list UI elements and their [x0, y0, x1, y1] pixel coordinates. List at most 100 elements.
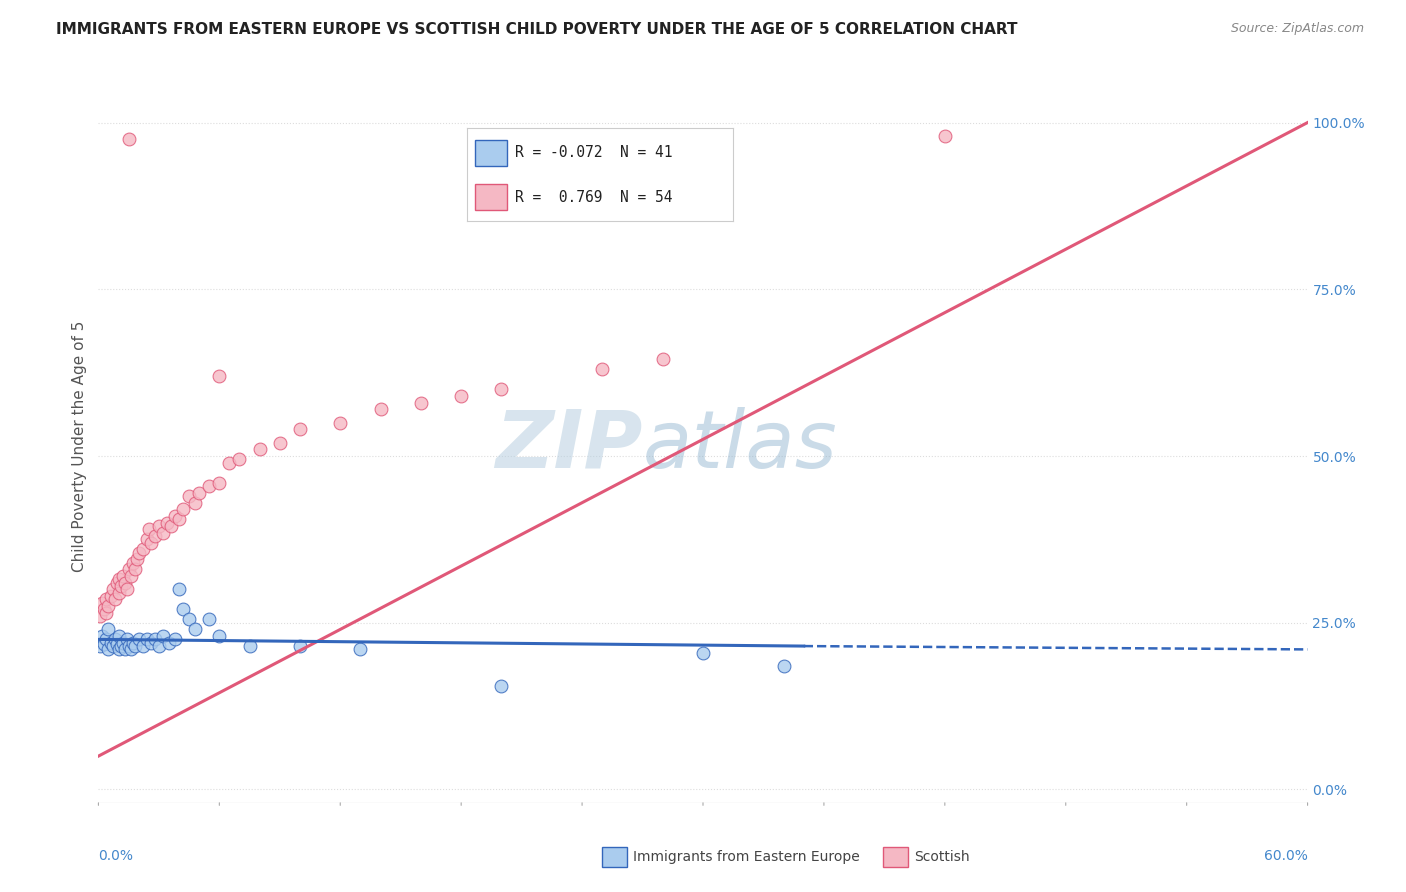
Point [128, 632, 150, 647]
Point [288, 422, 311, 436]
Point [103, 592, 125, 607]
Point [157, 636, 180, 650]
Text: IMMIGRANTS FROM EASTERN EUROPE VS SCOTTISH CHILD POVERTY UNDER THE AGE OF 5 CORR: IMMIGRANTS FROM EASTERN EUROPE VS SCOTTI… [56, 22, 1018, 37]
Text: 0.0%: 0.0% [98, 849, 134, 863]
Point [93, 637, 115, 651]
Point [103, 632, 125, 647]
Point [96, 632, 118, 647]
Point [167, 512, 190, 526]
Point [148, 639, 170, 653]
Point [135, 632, 157, 647]
Point [179, 489, 201, 503]
Point [172, 502, 194, 516]
Point [128, 546, 150, 560]
Point [121, 556, 143, 570]
Point [89, 639, 111, 653]
Point [96, 606, 118, 620]
Point [651, 352, 673, 367]
Point [218, 456, 240, 470]
Point [118, 132, 141, 146]
Point [115, 632, 138, 647]
Point [692, 646, 714, 660]
Point [591, 362, 613, 376]
Point [139, 636, 162, 650]
Point [184, 623, 207, 637]
Point [349, 642, 371, 657]
Point [115, 582, 138, 597]
Text: Source: ZipAtlas.com: Source: ZipAtlas.com [1230, 22, 1364, 36]
Point [138, 522, 160, 536]
Point [163, 632, 186, 647]
Point [132, 542, 155, 557]
Point [491, 679, 513, 693]
Point [143, 632, 166, 647]
Point [208, 475, 231, 490]
Point [148, 519, 170, 533]
Point [111, 569, 134, 583]
Point [124, 639, 146, 653]
Point [124, 562, 146, 576]
Point [450, 389, 472, 403]
Point [107, 573, 129, 587]
Point [114, 642, 136, 657]
Point [118, 562, 141, 576]
Point [198, 612, 221, 626]
Point [160, 519, 183, 533]
Point [152, 525, 174, 540]
Point [179, 612, 201, 626]
Point [97, 642, 120, 657]
Point [97, 623, 120, 637]
Point [156, 516, 179, 530]
Text: ZIP: ZIP [495, 407, 643, 485]
Point [152, 629, 174, 643]
Point [135, 533, 157, 547]
Text: atlas: atlas [643, 407, 838, 485]
Point [139, 535, 162, 549]
Point [228, 452, 250, 467]
Point [89, 609, 111, 624]
Point [107, 629, 129, 643]
Point [114, 575, 136, 590]
Point [118, 639, 141, 653]
Point [105, 575, 128, 590]
Point [110, 579, 132, 593]
Point [208, 629, 231, 643]
Point [172, 602, 194, 616]
Point [125, 552, 148, 566]
Point [163, 509, 186, 524]
Point [269, 435, 291, 450]
Point [91, 596, 114, 610]
Point [101, 582, 124, 597]
Point [121, 636, 143, 650]
Point [105, 637, 128, 651]
Text: Immigrants from Eastern Europe: Immigrants from Eastern Europe [633, 850, 859, 864]
Text: Scottish: Scottish [914, 850, 970, 864]
Point [110, 639, 132, 653]
Point [91, 629, 114, 643]
Text: 60.0%: 60.0% [1264, 849, 1308, 863]
Point [107, 585, 129, 599]
Point [491, 382, 513, 396]
Point [208, 368, 231, 383]
Point [100, 589, 122, 603]
Point [288, 639, 311, 653]
Point [97, 599, 120, 613]
Point [409, 395, 432, 409]
Point [100, 636, 122, 650]
Point [249, 442, 271, 457]
Point [143, 529, 166, 543]
Point [772, 659, 794, 673]
Point [934, 128, 956, 143]
Point [188, 485, 211, 500]
Point [111, 636, 134, 650]
Point [120, 642, 142, 657]
Point [107, 642, 129, 657]
Point [198, 479, 221, 493]
Point [167, 582, 190, 597]
Point [329, 416, 352, 430]
Point [101, 639, 124, 653]
Point [96, 592, 118, 607]
Y-axis label: Child Poverty Under the Age of 5: Child Poverty Under the Age of 5 [72, 320, 87, 572]
Point [239, 639, 262, 653]
Point [120, 569, 142, 583]
